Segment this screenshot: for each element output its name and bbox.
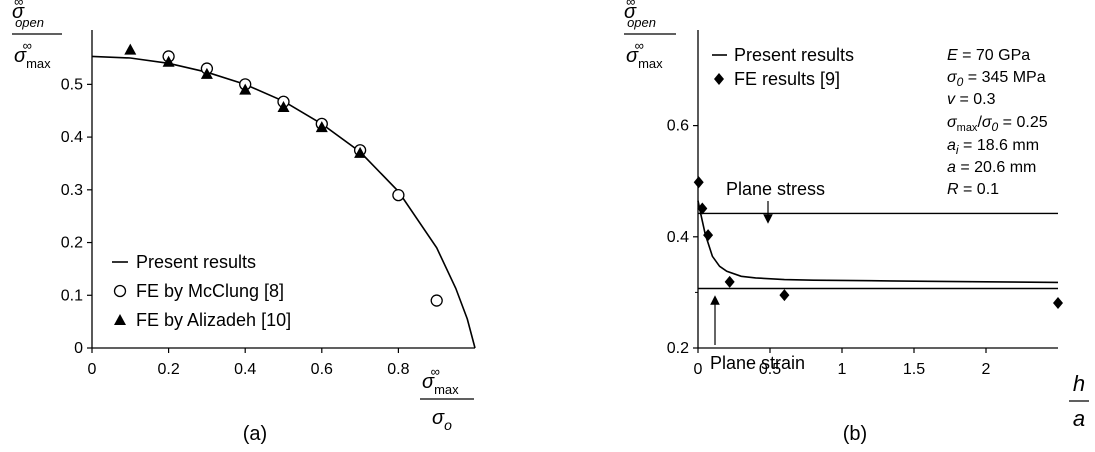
param-e: E = 70 GPa xyxy=(947,47,1030,64)
param-ai: ai = 18.6 mm xyxy=(947,137,1039,157)
point-alizadeh xyxy=(200,67,213,79)
svg-text:σmax∞: σmax∞ xyxy=(14,38,51,71)
chart-b-y-tick-label: 0.6 xyxy=(667,118,689,135)
point-fe-results xyxy=(693,176,704,189)
chart-b-legend: Present results FE results [9] xyxy=(712,45,854,89)
point-fe-results xyxy=(779,289,790,302)
chart-a-legend: Present results FE by McClung [8] FE by … xyxy=(112,252,291,330)
chart-a-y-tick-label: 0.3 xyxy=(61,182,83,199)
point-fe-results xyxy=(724,275,735,288)
chart-a-x-tick-label: 0.8 xyxy=(387,361,409,378)
chart-b-ylabel: σopen∞ σmax∞ xyxy=(624,0,676,71)
chart-a-x-tick-label: 0.4 xyxy=(234,361,256,378)
legend-marker-mcclung xyxy=(113,284,127,298)
panel-label-b: (b) xyxy=(843,423,867,445)
chart-a-x-tick-label: 0.2 xyxy=(157,361,179,378)
point-mcclung xyxy=(430,294,443,307)
chart-b: 0 0.5 1 1.5 2 0.2 0.4 0.6 σopen∞ σmax∞ h a Pres… xyxy=(624,0,1089,445)
svg-text:σo: σo xyxy=(432,407,452,433)
legend-label-fe: FE results [9] xyxy=(734,69,840,89)
chart-b-y-tick-label: 0.4 xyxy=(667,229,689,246)
chart-b-plot: 0 0.5 1 1.5 2 0.2 0.4 0.6 xyxy=(667,30,1063,378)
legend-label-present-b: Present results xyxy=(734,45,854,65)
svg-text:σopen∞: σopen∞ xyxy=(12,0,44,30)
param-sigma0: σ0 = 345 MPa xyxy=(947,69,1046,89)
annotations: Plane stress Plane strain xyxy=(710,179,825,373)
svg-text:σopen∞: σopen∞ xyxy=(624,0,656,30)
chart-a-y-tick-label: 0.2 xyxy=(61,235,83,252)
svg-text:σmax∞: σmax∞ xyxy=(422,364,459,397)
svg-text:h: h xyxy=(1073,371,1085,396)
param-v: v = 0.3 xyxy=(947,91,996,108)
annotation-plane-stress: Plane stress xyxy=(726,179,825,199)
chart-a-x-tick-label: 0.6 xyxy=(311,361,333,378)
point-fe-results xyxy=(697,202,708,215)
point-alizadeh xyxy=(239,83,252,95)
param-a: a = 20.6 mm xyxy=(947,159,1036,176)
chart-a-plot: 0 0.2 0.4 0.6 0.8 0 0.1 0.2 0.3 0.4 0.5 xyxy=(61,30,476,378)
chart-b-x-tick-label: 2 xyxy=(982,361,991,378)
svg-text:σmax∞: σmax∞ xyxy=(626,38,663,71)
chart-b-x-tick-label: 1 xyxy=(838,361,847,378)
legend-label-present: Present results xyxy=(136,252,256,272)
point-alizadeh xyxy=(315,121,328,133)
point-fe-results xyxy=(1053,296,1063,309)
chart-b-x-tick-label: 0 xyxy=(694,361,703,378)
parameters-block: E = 70 GPa σ0 = 345 MPa v = 0.3 σmax/σ0 … xyxy=(947,47,1048,198)
point-alizadeh xyxy=(277,101,290,113)
point-alizadeh xyxy=(354,146,367,158)
svg-text:a: a xyxy=(1073,406,1085,431)
point-mcclung xyxy=(392,188,405,202)
chart-b-x-tick-label: 0.5 xyxy=(759,361,781,378)
annotation-plane-strain: Plane strain xyxy=(710,353,805,373)
param-ratio: σmax/σ0 = 0.25 xyxy=(947,114,1048,134)
chart-a: 0 0.2 0.4 0.6 0.8 0 0.1 0.2 0.3 0.4 0.5 σopen∞ σma… xyxy=(12,0,476,445)
chart-b-x-tick-label: 1.5 xyxy=(903,361,925,378)
point-fe-results xyxy=(703,229,714,242)
chart-a-y-tick-label: 0.5 xyxy=(61,76,83,93)
point-alizadeh xyxy=(124,43,137,55)
legend-label-alizadeh: FE by Alizadeh [10] xyxy=(136,310,291,330)
chart-a-y-tick-label: 0.1 xyxy=(61,287,83,304)
chart-a-x-tick-label: 0 xyxy=(88,361,97,378)
chart-a-y-tick-label: 0 xyxy=(74,340,83,357)
panel-label-a: (a) xyxy=(243,423,267,445)
legend-label-mcclung: FE by McClung [8] xyxy=(136,281,284,301)
legend-marker-alizadeh xyxy=(114,314,126,325)
chart-a-y-tick-label: 0.4 xyxy=(61,129,83,146)
param-r: R = 0.1 xyxy=(947,181,999,198)
chart-b-xlabel: h a xyxy=(1069,371,1089,431)
chart-b-y-tick-label: 0.2 xyxy=(667,340,689,357)
chart-a-ylabel: σopen∞ σmax∞ xyxy=(12,0,62,71)
point-alizadeh xyxy=(162,55,175,67)
legend-marker-fe xyxy=(714,73,724,85)
chart-a-xlabel: σmax∞ σo xyxy=(420,364,474,433)
